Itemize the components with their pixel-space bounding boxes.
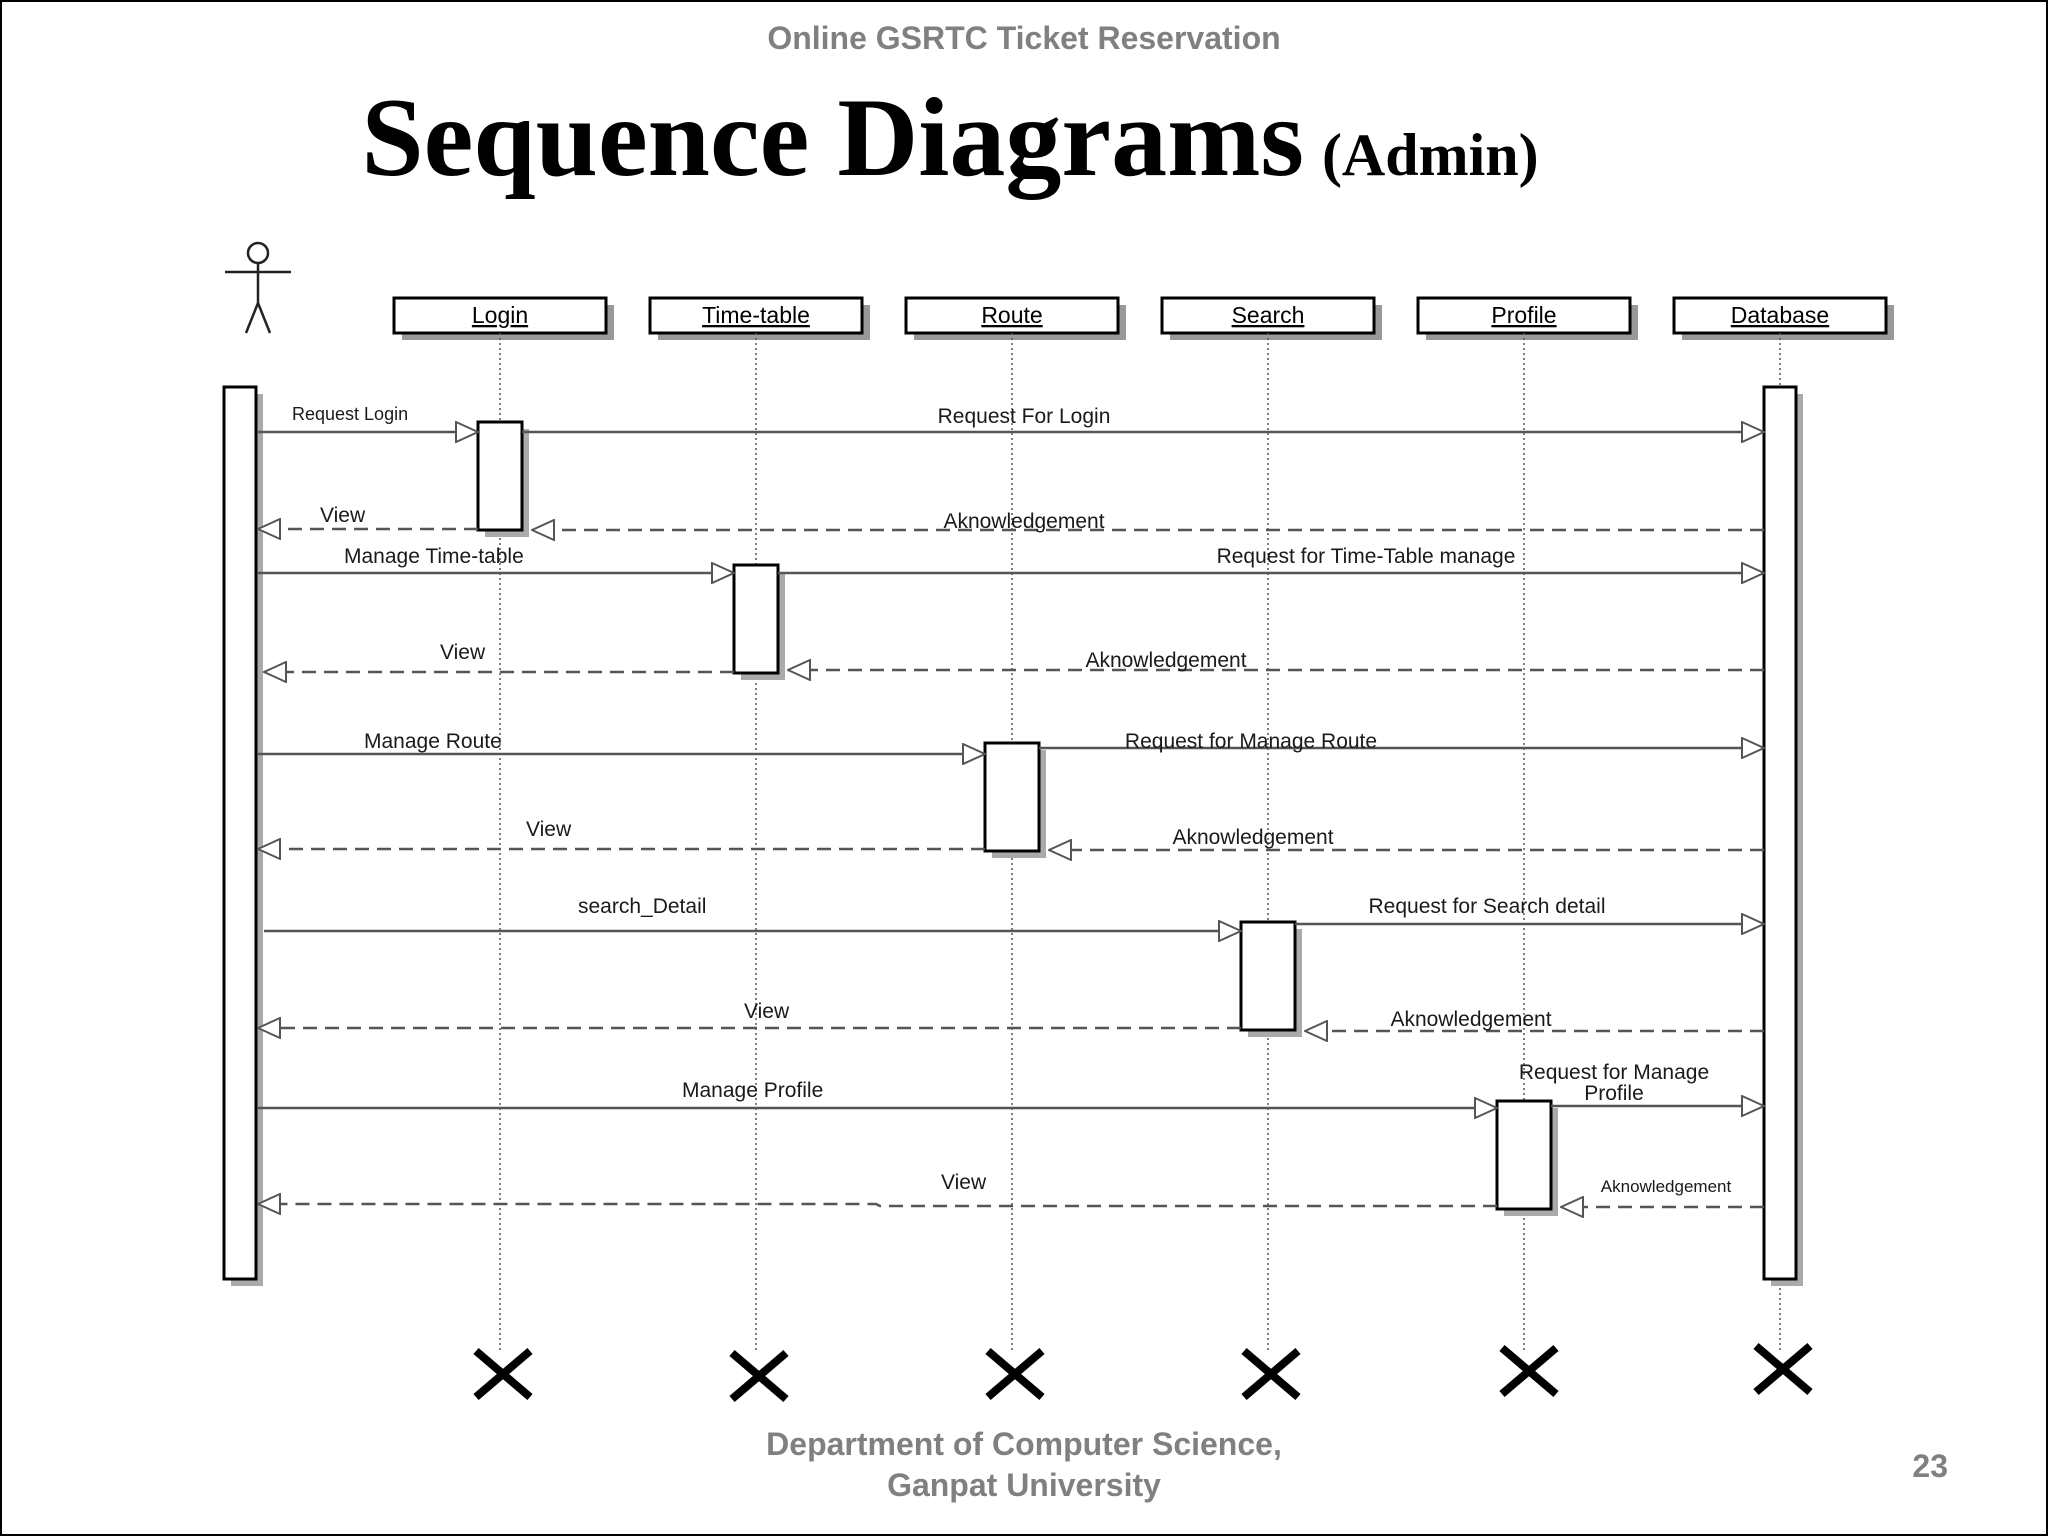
page-number: 23 [1912, 1448, 1948, 1484]
footer-line-2: Ganpat University [887, 1467, 1161, 1503]
label-ack-3: Aknowledgement [1172, 826, 1333, 849]
slide-header: Online GSRTC Ticket Reservation [767, 20, 1281, 56]
label-search-detail: search_Detail [578, 895, 706, 918]
object-search: Search [1160, 296, 1382, 340]
title-sub: (Admin) [1321, 122, 1539, 188]
footer-line-1: Department of Computer Science, [766, 1426, 1282, 1462]
label-manage-route: Manage Route [364, 730, 502, 753]
object-label-route: Route [981, 302, 1042, 328]
object-label-database: Database [1731, 302, 1829, 328]
label-ack-5: Aknowledgement [1601, 1177, 1732, 1196]
msg-view-5 [258, 1204, 1497, 1206]
label-request-profile: Request for Manage Profile [1519, 1061, 1709, 1105]
label-view-1: View [320, 504, 366, 527]
slide-footer: Department of Computer Science, Ganpat U… [0, 1424, 2048, 1506]
label-request-timetable: Request for Time-Table manage [1217, 545, 1516, 568]
object-profile: Profile [1416, 296, 1638, 340]
object-label-search: Search [1232, 302, 1305, 328]
object-label-profile: Profile [1491, 302, 1556, 328]
activation-timetable [732, 563, 785, 680]
object-route: Route [904, 296, 1126, 340]
label-request-route: Request for Manage Route [1125, 730, 1377, 753]
label-view-3: View [526, 818, 572, 841]
destroy-x-search [1241, 1347, 1301, 1401]
label-view-2: View [440, 641, 486, 664]
label-view-4: View [744, 1000, 790, 1023]
destroy-x-timetable [729, 1349, 789, 1403]
activation-login [476, 420, 529, 537]
activation-search [1239, 920, 1302, 1037]
destroy-x-profile [1499, 1344, 1559, 1398]
slide-title: Sequence Diagrams (Admin) [0, 82, 1900, 194]
database-activation [1762, 385, 1803, 1286]
title-main: Sequence Diagrams [361, 76, 1304, 200]
label-request-login: Request Login [292, 404, 408, 424]
destroy-x-login [473, 1347, 533, 1401]
activation-profile [1495, 1099, 1558, 1216]
object-database: Database [1672, 296, 1894, 340]
object-timetable: Time-table [648, 296, 870, 340]
object-login: Login [392, 296, 614, 340]
label-ack-4: Aknowledgement [1390, 1008, 1551, 1031]
destroy-x-database [1753, 1342, 1813, 1396]
object-label-login: Login [472, 302, 528, 328]
actor-icon [225, 241, 291, 334]
label-view-5: View [941, 1171, 987, 1194]
label-request-search: Request for Search detail [1369, 895, 1606, 918]
destroy-x-route [985, 1347, 1045, 1401]
object-label-timetable: Time-table [702, 302, 810, 328]
activation-route [983, 741, 1046, 858]
actor-activation [222, 385, 263, 1286]
label-ack-1: Aknowledgement [943, 510, 1104, 533]
label-manage-timetable: Manage Time-table [344, 545, 524, 568]
label-ack-2: Aknowledgement [1085, 649, 1246, 672]
label-manage-profile: Manage Profile [682, 1079, 823, 1102]
label-request-for-login: Request For Login [938, 405, 1111, 428]
